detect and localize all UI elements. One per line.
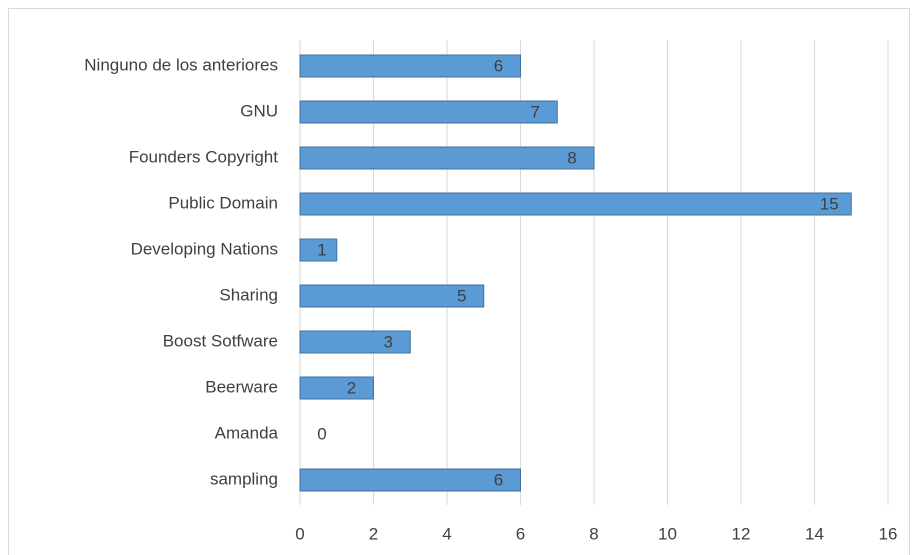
x-tick-label: 14 [805,524,824,543]
data-label: 15 [820,194,839,213]
y-tick-label: Sharing [219,285,278,304]
chart-border [8,8,910,555]
y-tick-label: Boost Sotfware [163,331,278,350]
y-tick-label: Developing Nations [131,239,278,258]
bar [299,192,852,216]
y-tick-label: GNU [240,101,278,120]
y-tick-label: Ninguno de los anteriores [84,55,278,74]
y-tick-label: Founders Copyright [129,147,279,166]
bar [299,100,558,124]
data-label: 6 [494,470,503,489]
x-tick-label: 12 [732,524,751,543]
data-label: 1 [317,240,326,259]
data-label: 6 [494,56,503,75]
x-tick-label: 16 [879,524,898,543]
x-tick-label: 4 [442,524,451,543]
bar [299,468,521,492]
data-label: 5 [457,286,466,305]
bar [299,376,374,400]
x-tick-label: 10 [658,524,677,543]
x-tick-label: 8 [589,524,598,543]
bar [299,330,411,354]
x-tick-label: 6 [516,524,525,543]
data-label: 8 [567,148,576,167]
x-tick-label: 0 [295,524,304,543]
data-label: 7 [531,102,540,121]
bar [299,146,595,170]
x-tick-label: 2 [369,524,378,543]
y-tick-label: sampling [210,469,278,488]
bar [299,238,338,262]
y-tick-label: Beerware [205,377,278,396]
data-label: 2 [347,378,356,397]
data-label: 3 [384,332,393,351]
y-tick-label: Amanda [215,423,279,442]
y-tick-label: Public Domain [168,193,278,212]
data-label: 0 [317,424,326,443]
bar [299,284,485,308]
bar [299,54,521,78]
